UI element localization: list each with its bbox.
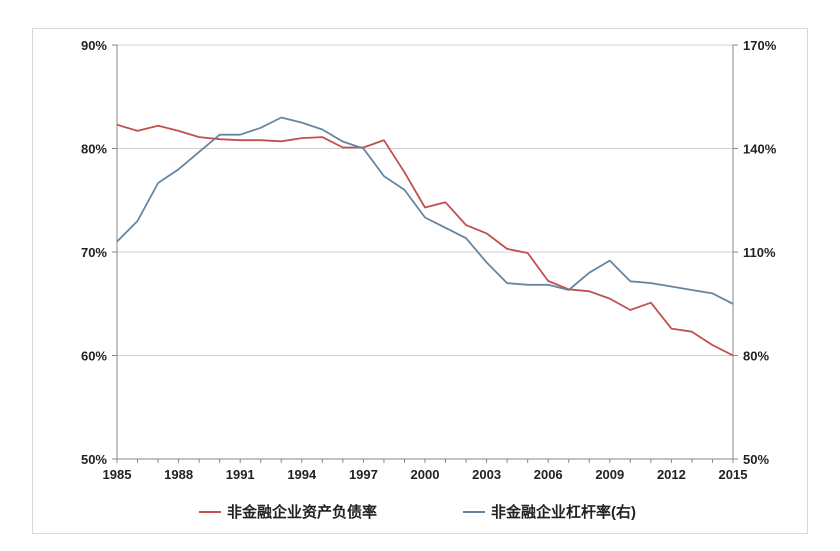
legend: 非金融企业资产负债率 非金融企业杠杆率(右) — [199, 503, 636, 521]
x-tick-label: 1994 — [287, 467, 317, 482]
x-tick-label: 2015 — [719, 467, 748, 482]
x-tick-label: 2009 — [595, 467, 624, 482]
x-tick-label: 2012 — [657, 467, 686, 482]
legend-label-2: 非金融企业杠杆率(右) — [491, 503, 636, 521]
y-right-tick-label: 50% — [743, 452, 769, 467]
x-tick-label: 1985 — [103, 467, 132, 482]
legend-label-1: 非金融企业资产负债率 — [227, 503, 377, 521]
x-tick-label: 2000 — [411, 467, 440, 482]
y-left-tick-label: 70% — [81, 245, 107, 260]
series-line-2 — [116, 116, 734, 305]
x-tick-label: 2006 — [534, 467, 563, 482]
x-tick-label: 1988 — [164, 467, 193, 482]
y-left-tick-label: 60% — [81, 349, 107, 364]
x-tick-label: 1991 — [226, 467, 255, 482]
series-lines — [116, 116, 734, 357]
y-right-tick-label: 110% — [743, 245, 776, 260]
axes: 50% 60% 70% 80% 90% 50% 80% 110% 140% 170% 1985 198… — [81, 38, 777, 482]
y-left-tick-label: 90% — [81, 38, 107, 53]
line-chart: 50% 60% 70% 80% 90% 50% 80% 110% 140% 170% 1985 198… — [81, 38, 777, 521]
y-left-tick-label: 50% — [81, 452, 107, 467]
x-tick-label: 1997 — [349, 467, 378, 482]
chart-frame: 50% 60% 70% 80% 90% 50% 80% 110% 140% 170% 1985 198… — [32, 28, 808, 534]
y-left-tick-label: 80% — [81, 142, 107, 157]
grid-lines — [117, 44, 733, 356]
y-right-tick-label: 140% — [743, 142, 777, 157]
y-right-tick-label: 170% — [743, 38, 777, 53]
y-right-tick-label: 80% — [743, 349, 769, 364]
x-tick-label: 2003 — [472, 467, 501, 482]
series-line-1 — [116, 123, 734, 357]
